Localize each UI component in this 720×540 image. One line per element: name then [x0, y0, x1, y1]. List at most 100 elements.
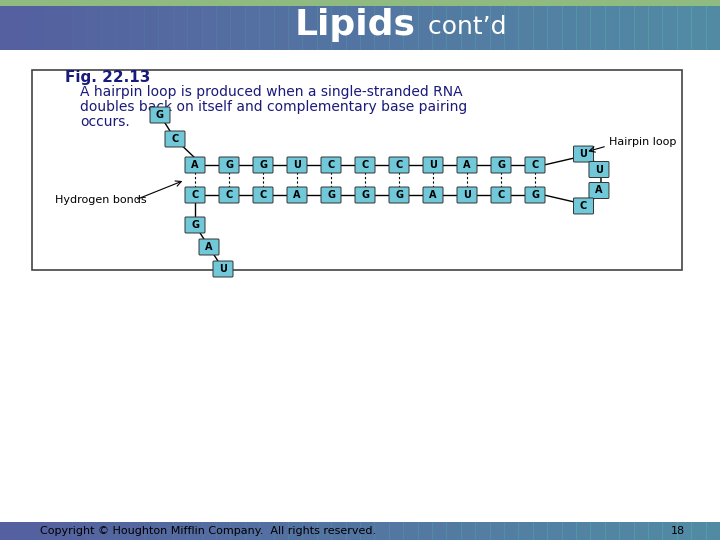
Bar: [691, 4, 706, 50]
Bar: [648, 522, 663, 540]
Text: A: A: [205, 242, 212, 252]
Bar: [504, 522, 519, 540]
Bar: [374, 4, 390, 50]
Text: Hairpin loop: Hairpin loop: [609, 137, 676, 147]
Bar: [317, 522, 332, 540]
Bar: [130, 4, 145, 50]
FancyBboxPatch shape: [321, 157, 341, 173]
Bar: [648, 4, 663, 50]
Bar: [302, 522, 318, 540]
Text: A: A: [463, 160, 471, 170]
Text: C: C: [395, 160, 402, 170]
Bar: [490, 4, 505, 50]
Bar: [634, 4, 649, 50]
Bar: [475, 522, 490, 540]
FancyBboxPatch shape: [287, 187, 307, 203]
Bar: [0, 0, 720, 6]
Bar: [158, 522, 174, 540]
Bar: [0, 0, 720, 50]
Bar: [288, 522, 303, 540]
Text: G: G: [361, 190, 369, 200]
FancyBboxPatch shape: [389, 157, 409, 173]
Bar: [259, 522, 274, 540]
FancyBboxPatch shape: [355, 187, 375, 203]
FancyBboxPatch shape: [491, 157, 511, 173]
Bar: [288, 4, 303, 50]
FancyBboxPatch shape: [457, 187, 477, 203]
FancyBboxPatch shape: [199, 239, 219, 255]
Bar: [418, 4, 433, 50]
Text: C: C: [171, 134, 179, 144]
Bar: [403, 522, 418, 540]
Bar: [461, 522, 476, 540]
Text: G: G: [531, 190, 539, 200]
Bar: [43, 4, 58, 50]
Text: G: G: [327, 190, 335, 200]
Bar: [590, 4, 606, 50]
Bar: [230, 4, 246, 50]
Bar: [432, 4, 447, 50]
Bar: [274, 522, 289, 540]
Bar: [562, 4, 577, 50]
Bar: [475, 4, 490, 50]
Bar: [0, 522, 15, 540]
Bar: [619, 522, 634, 540]
FancyBboxPatch shape: [185, 157, 205, 173]
Bar: [331, 522, 346, 540]
Bar: [202, 4, 217, 50]
Text: C: C: [580, 201, 587, 211]
Text: 18: 18: [671, 526, 685, 536]
Text: G: G: [225, 160, 233, 170]
FancyBboxPatch shape: [219, 187, 239, 203]
FancyBboxPatch shape: [150, 107, 170, 123]
Bar: [0, 522, 720, 540]
Bar: [576, 522, 591, 540]
Text: Hydrogen bonds: Hydrogen bonds: [55, 195, 147, 205]
Bar: [245, 4, 260, 50]
Text: C: C: [361, 160, 369, 170]
Bar: [374, 522, 390, 540]
Text: A: A: [595, 185, 603, 195]
Bar: [562, 522, 577, 540]
Text: C: C: [225, 190, 233, 200]
FancyBboxPatch shape: [491, 187, 511, 203]
Text: U: U: [293, 160, 301, 170]
Bar: [461, 4, 476, 50]
Bar: [72, 4, 87, 50]
Bar: [446, 522, 462, 540]
Bar: [518, 522, 534, 540]
Bar: [202, 522, 217, 540]
FancyBboxPatch shape: [574, 198, 593, 214]
FancyBboxPatch shape: [185, 187, 205, 203]
Bar: [619, 4, 634, 50]
Text: cont’d: cont’d: [420, 15, 506, 39]
Text: U: U: [580, 149, 588, 159]
Bar: [389, 522, 404, 540]
Bar: [691, 522, 706, 540]
Bar: [86, 522, 102, 540]
FancyBboxPatch shape: [589, 161, 609, 178]
Bar: [706, 4, 720, 50]
Bar: [605, 4, 620, 50]
Bar: [662, 4, 678, 50]
Bar: [58, 4, 73, 50]
Bar: [14, 522, 30, 540]
Bar: [302, 4, 318, 50]
Bar: [504, 4, 519, 50]
Bar: [518, 4, 534, 50]
Bar: [158, 4, 174, 50]
FancyBboxPatch shape: [253, 187, 273, 203]
Bar: [32, 70, 682, 270]
Bar: [634, 522, 649, 540]
FancyBboxPatch shape: [389, 187, 409, 203]
Bar: [533, 4, 548, 50]
Bar: [14, 4, 30, 50]
Bar: [432, 522, 447, 540]
Bar: [43, 522, 58, 540]
Bar: [230, 522, 246, 540]
Text: C: C: [192, 190, 199, 200]
Bar: [590, 522, 606, 540]
Text: C: C: [531, 160, 539, 170]
Bar: [173, 522, 188, 540]
Bar: [245, 522, 260, 540]
